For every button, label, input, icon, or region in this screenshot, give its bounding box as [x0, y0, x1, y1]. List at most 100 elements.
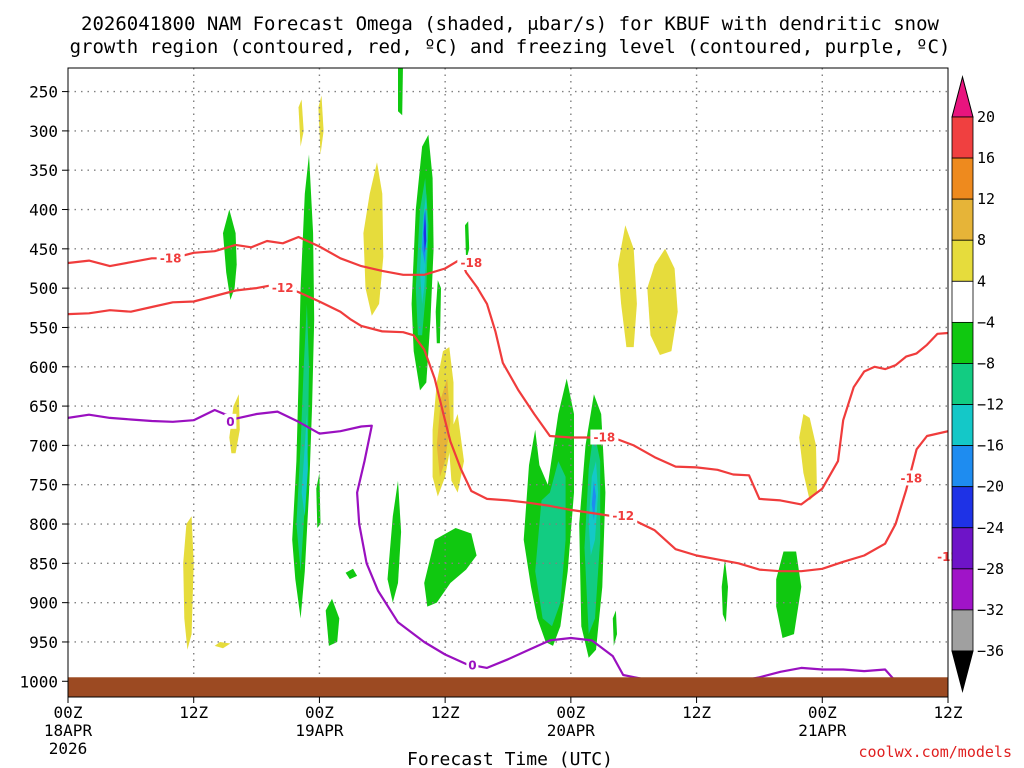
omega-region-neg8-21 — [721, 559, 728, 623]
omega-colorbar: 20 16 12 8 4 −4 −8 −12 −16 −20 −24 −28 −32 −36 — [951, 75, 1004, 693]
contour-label-bg-0-2 — [590, 429, 619, 445]
contour-label-bg-1-0 — [268, 280, 297, 296]
y-tick-label-950: 950 — [29, 633, 58, 652]
omega-region-neg8-22 — [776, 551, 802, 638]
x-tick-label-24: 00Z — [305, 703, 334, 722]
x-tick-date-0: 18APR — [44, 721, 93, 740]
y-tick-label-600: 600 — [29, 358, 58, 377]
omega-region-neg8-10 — [435, 280, 441, 344]
y-tick-label-550: 550 — [29, 318, 58, 337]
contour-label-0-1: -18 — [460, 256, 482, 270]
y-tick-label-1000: 1000 — [19, 672, 58, 691]
omega-region-pos4-28 — [363, 162, 384, 316]
colorbar-label-0: 20 — [977, 108, 995, 126]
colorbar-label-6: −8 — [977, 354, 995, 372]
contour-label-bg-0-1 — [457, 254, 486, 270]
colorbar-label-5: −4 — [977, 313, 995, 331]
contour-label-bg-0-3 — [897, 470, 926, 486]
y-tick-label-450: 450 — [29, 240, 58, 259]
colorbar-swatch-9 — [951, 486, 974, 529]
y-tick-label-700: 700 — [29, 436, 58, 455]
colorbar-label-7: −12 — [977, 396, 1004, 414]
colorbar-label-8: −16 — [977, 437, 1004, 455]
colorbar-swatch-10 — [951, 527, 974, 570]
y-tick-label-800: 800 — [29, 515, 58, 534]
omega-region-neg8-0 — [223, 209, 237, 300]
colorbar-label-2: 12 — [977, 190, 995, 208]
contour-label-0-0: -18 — [160, 251, 182, 265]
omega-region-neg12-2 — [296, 303, 309, 572]
contour-label-2-1: 0 — [468, 659, 476, 673]
contour-label-0-3: -18 — [900, 471, 922, 485]
colorbar-bottom-arrow — [951, 650, 974, 693]
y-tick-label-850: 850 — [29, 554, 58, 573]
y-tick-label-400: 400 — [29, 201, 58, 220]
colorbar-swatch-12 — [951, 609, 974, 652]
plot-frame — [67, 67, 949, 698]
colorbar-label-1: 16 — [977, 149, 995, 167]
omega-region-pos4-32 — [618, 225, 637, 348]
y-tick-label-750: 750 — [29, 476, 58, 495]
omega-region-neg8-20 — [612, 610, 617, 646]
x-tick-label-36: 12Z — [431, 703, 460, 722]
y-tick-label-900: 900 — [29, 594, 58, 613]
y-tick-label-250: 250 — [29, 83, 58, 102]
contour-line-1 — [68, 283, 948, 573]
omega-region-neg8-23 — [325, 598, 340, 646]
omega-region-neg20-19 — [591, 480, 596, 521]
colorbar-swatch-5 — [951, 321, 974, 364]
x-tick-date-48: 20APR — [547, 721, 596, 740]
x-tick-label-72: 00Z — [808, 703, 837, 722]
x-tick-label-60: 12Z — [682, 703, 711, 722]
x-tick-year-0: 2026 — [49, 739, 88, 758]
x-tick-label-48: 00Z — [556, 703, 585, 722]
colorbar-label-13: −36 — [977, 642, 1004, 660]
y-tick-label-300: 300 — [29, 122, 58, 141]
contour-label-2-0: 0 — [226, 415, 234, 429]
omega-region-neg16-3 — [301, 414, 308, 517]
contour-label-bg-0-0 — [156, 250, 185, 266]
pressure-axis: 250 300 350 400 450 500 550 600 650 700 750 800 850 9… — [19, 83, 68, 691]
contour-label-1-1: -12 — [612, 509, 634, 523]
colorbar-swatch-8 — [951, 445, 974, 488]
x-axis-title: Forecast Time (UTC) — [407, 749, 613, 768]
omega-region-pos4-33 — [647, 248, 678, 355]
colorbar-swatch-3 — [951, 239, 974, 282]
colorbar-top-arrow — [951, 75, 974, 118]
contour-line-0 — [68, 235, 948, 506]
omega-region-neg24-9 — [423, 209, 427, 253]
omega-region-neg8-24 — [316, 472, 321, 528]
credit-text: coolwx.com/models — [858, 743, 1012, 761]
y-tick-label-350: 350 — [29, 161, 58, 180]
colorbar-label-9: −20 — [977, 478, 1004, 496]
x-tick-label-0: 00Z — [54, 703, 83, 722]
omega-region-pos8-30 — [436, 378, 451, 477]
colorbar-label-12: −32 — [977, 601, 1004, 619]
omega-region-neg8-13 — [424, 528, 477, 607]
x-tick-date-24: 19APR — [295, 721, 344, 740]
omega-shading-layer — [183, 68, 817, 658]
chart-title-line-2: growth region (contoured, red, ºC) and f… — [70, 36, 951, 58]
colorbar-label-4: 4 — [977, 272, 986, 290]
colorbar-swatch-0 — [951, 116, 974, 159]
ground-surface — [68, 677, 948, 697]
omega-region-neg8-25 — [345, 568, 358, 580]
omega-region-neg8-12 — [387, 480, 402, 603]
colorbar-swatch-7 — [951, 404, 974, 447]
colorbar-swatch-4 — [951, 280, 974, 323]
colorbar-swatch-1 — [951, 157, 974, 200]
omega-region-neg8-11 — [465, 221, 470, 261]
colorbar-swatch-2 — [951, 198, 974, 241]
omega-region-pos4-34 — [799, 414, 817, 501]
colorbar-swatch-6 — [951, 363, 974, 405]
colorbar-label-3: 8 — [977, 231, 986, 249]
contour-label-bg-2-0 — [224, 413, 237, 429]
colorbar-label-11: −28 — [977, 560, 1004, 578]
omega-region-pos4-26 — [298, 99, 304, 147]
omega-region-neg12-15 — [535, 461, 566, 627]
gridlines — [68, 68, 948, 697]
colorbar-label-10: −24 — [977, 519, 1004, 537]
omega-region-pos4-37 — [214, 642, 231, 649]
